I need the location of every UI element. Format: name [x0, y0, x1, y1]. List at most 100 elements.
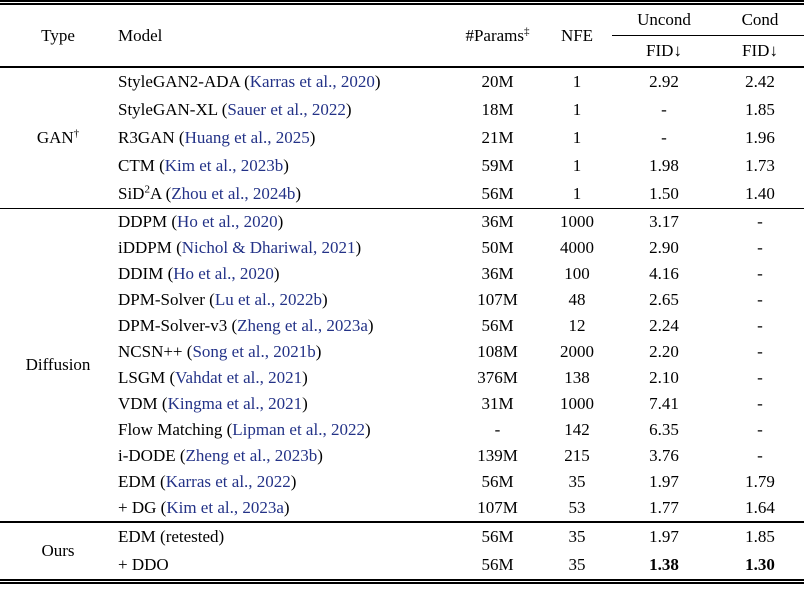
fid-uncond-cell: 6.35: [649, 420, 679, 440]
fid-uncond-cell: 4.16: [649, 264, 679, 284]
table-row: VDM (Kingma et al., 2021) 31M 1000 7.41 -: [0, 391, 804, 417]
citation-link[interactable]: Zheng et al., 2023b: [185, 446, 318, 466]
header-cond: Cond: [716, 5, 804, 36]
header-model: Model: [116, 5, 453, 67]
citation-link[interactable]: Lipman et al., 2022: [232, 420, 365, 440]
citation-link[interactable]: Kim et al., 2023b: [164, 156, 284, 176]
model-cell: + DDO: [118, 555, 169, 575]
table-row: CTM (Kim et al., 2023b) 59M 1 1.98 1.73: [0, 152, 804, 180]
fid-uncond-cell: -: [661, 128, 667, 148]
fid-cond-cell: 1.64: [745, 498, 775, 518]
type-cell: GAN†: [36, 127, 80, 148]
results-table: Type Model #Params‡ NFE Uncond Cond FID↓…: [0, 5, 804, 579]
fid-uncond-cell: 1.98: [649, 156, 679, 176]
header-params: #Params‡: [453, 5, 542, 67]
params-cell: 18M: [481, 100, 514, 120]
fid-uncond-cell: 2.65: [649, 290, 679, 310]
fid-cond-cell: -: [757, 368, 763, 388]
model-cell: i-DODE (Zheng et al., 2023b): [118, 446, 323, 466]
fid-uncond-cell: 2.20: [649, 342, 679, 362]
table-row: + DG (Kim et al., 2023a) 107M 53 1.77 1.64: [0, 495, 804, 522]
nfe-cell: 53: [568, 498, 586, 518]
params-cell: -: [494, 420, 501, 440]
fid-cond-cell: 1.96: [745, 128, 775, 148]
citation-link[interactable]: Nichol & Dhariwal, 2021: [181, 238, 356, 258]
citation-link[interactable]: Kim et al., 2023a: [166, 498, 284, 518]
citation-link[interactable]: Zhou et al., 2024b: [171, 184, 296, 204]
superscript: 2: [144, 183, 150, 196]
table-row: Diffusion DDPM (Ho et al., 2020) 36M 1000 3.…: [0, 209, 804, 374]
params-cell: 108M: [477, 342, 518, 362]
nfe-cell: 35: [568, 527, 586, 547]
params-cell: 56M: [481, 555, 514, 575]
fid-cond-cell: -: [757, 316, 763, 336]
header-model-label: Model: [118, 25, 163, 45]
citation-link[interactable]: Kingma et al., 2021: [167, 394, 303, 414]
header-params-label: #Params: [465, 25, 525, 45]
header-row-2: FID↓ FID↓: [0, 36, 804, 68]
type-cell: Diffusion: [25, 355, 91, 375]
model-cell: DPM-Solver-v3 (Zheng et al., 2023a): [118, 316, 374, 336]
fid-uncond-cell: 3.76: [649, 446, 679, 466]
header-type: Type: [0, 5, 116, 67]
nfe-cell: 2000: [560, 342, 594, 362]
citation-link[interactable]: Sauer et al., 2022: [227, 100, 346, 120]
header-fid-uncond-label: FID↓: [646, 41, 682, 61]
params-cell: 36M: [481, 212, 514, 232]
fid-cond-cell: -: [757, 238, 763, 258]
header-nfe-label: NFE: [560, 25, 594, 45]
model-cell: iDDPM (Nichol & Dhariwal, 2021): [118, 238, 362, 258]
header-nfe: NFE: [542, 5, 612, 67]
fid-uncond-cell: 2.90: [649, 238, 679, 258]
citation-link[interactable]: Vahdat et al., 2021: [175, 368, 303, 388]
fid-cond-cell: -: [757, 394, 763, 414]
fid-uncond-cell: 2.92: [649, 72, 679, 92]
model-cell: Flow Matching (Lipman et al., 2022): [118, 420, 371, 440]
fid-uncond-cell: 1.77: [649, 498, 679, 518]
table-row: GAN† StyleGAN2-ADA (Karras et al., 2020) 2…: [0, 67, 804, 147]
params-cell: 21M: [481, 128, 514, 148]
header-fid-cond-label: FID↓: [742, 41, 778, 61]
nfe-cell: 142: [564, 420, 590, 440]
table-row: DDIM (Ho et al., 2020) 36M 100 4.16 -: [0, 261, 804, 287]
nfe-cell: 4000: [560, 238, 594, 258]
fid-uncond-cell: -: [661, 100, 667, 120]
citation-link[interactable]: Lu et al., 2022b: [214, 290, 322, 310]
model-cell: LSGM (Vahdat et al., 2021): [118, 368, 308, 388]
fid-cond-cell: 2.42: [745, 72, 775, 92]
fid-cond-cell: 1.79: [745, 472, 775, 492]
citation-link[interactable]: Karras et al., 2022: [165, 472, 291, 492]
fid-uncond-cell: 3.17: [649, 212, 679, 232]
table-row: NCSN++ (Song et al., 2021b) 108M 2000 2.20 -: [0, 339, 804, 365]
model-cell: EDM (retested): [118, 527, 225, 547]
fid-cond-cell: 1.30: [745, 555, 775, 575]
params-cell: 31M: [481, 394, 514, 414]
params-cell: 56M: [481, 527, 514, 547]
fid-cond-cell: -: [757, 264, 763, 284]
params-cell: 139M: [477, 446, 518, 466]
header-row-1: Type Model #Params‡ NFE Uncond Cond: [0, 5, 804, 45]
nfe-cell: 12: [568, 316, 586, 336]
table-row: R3GAN (Huang et al., 2025) 21M 1 - 1.96: [0, 124, 804, 152]
table-row: Ours EDM (retested) 56M 35 1.97 1.85: [0, 522, 804, 560]
fid-cond-cell: -: [757, 420, 763, 440]
fid-uncond-cell: 1.38: [649, 555, 679, 575]
table-header: Type Model #Params‡ NFE Uncond Cond FID↓…: [0, 5, 804, 67]
citation-link[interactable]: Song et al., 2021b: [192, 342, 316, 362]
fid-uncond-cell: 7.41: [649, 394, 679, 414]
header-uncond-label: Uncond: [637, 10, 691, 30]
citation-link[interactable]: Zheng et al., 2023a: [237, 316, 368, 336]
model-cell: NCSN++ (Song et al., 2021b): [118, 342, 322, 362]
citation-link[interactable]: Ho et al., 2020: [173, 264, 274, 284]
table-row: DPM-Solver-v3 (Zheng et al., 2023a) 56M 12…: [0, 313, 804, 339]
citation-link[interactable]: Karras et al., 2020: [249, 72, 375, 92]
params-cell: 107M: [477, 498, 518, 518]
citation-link[interactable]: Huang et al., 2025: [184, 128, 310, 148]
section-gan: GAN† StyleGAN2-ADA (Karras et al., 2020) 2…: [0, 67, 804, 209]
nfe-cell: 48: [568, 290, 586, 310]
table-row: StyleGAN-XL (Sauer et al., 2022) 18M 1 - 1.8…: [0, 96, 804, 124]
section-ours: Ours EDM (retested) 56M 35 1.97 1.85 + DDO 56M 3…: [0, 522, 804, 579]
model-cell: + DG (Kim et al., 2023a): [118, 498, 290, 518]
citation-link[interactable]: Ho et al., 2020: [177, 212, 278, 232]
nfe-cell: 215: [564, 446, 590, 466]
